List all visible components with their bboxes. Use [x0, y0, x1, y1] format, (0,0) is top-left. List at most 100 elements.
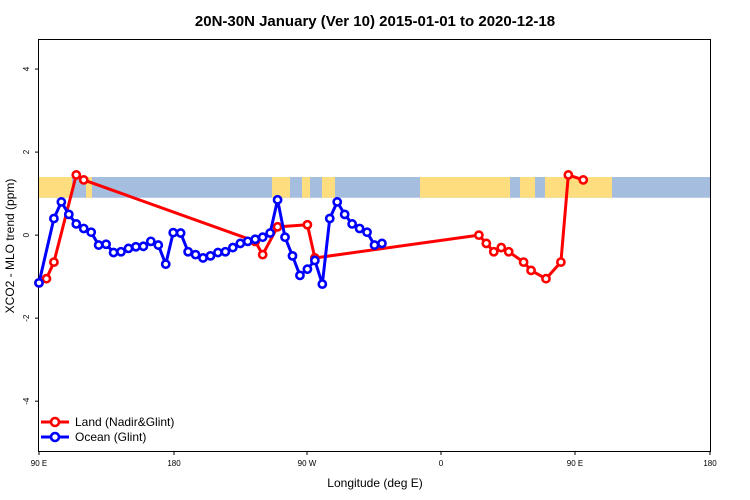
data-point	[198, 253, 208, 263]
data-point	[578, 175, 589, 185]
data-point	[481, 238, 492, 249]
data-point	[555, 257, 566, 268]
data-point	[280, 232, 290, 243]
data-point	[183, 246, 194, 257]
plot-frame	[38, 39, 711, 452]
x-tick-label: 180	[167, 459, 181, 468]
data-point	[309, 255, 320, 266]
data-point	[302, 219, 313, 230]
data-point	[116, 246, 126, 257]
data-point	[473, 230, 484, 241]
land-patch	[520, 177, 535, 198]
data-point	[49, 257, 59, 268]
legend-swatch-marker	[49, 431, 61, 443]
data-point	[250, 234, 261, 245]
data-point	[220, 246, 231, 257]
data-point	[153, 240, 164, 250]
legend-swatch-marker	[49, 416, 61, 428]
data-point	[354, 223, 365, 234]
land-patch	[322, 177, 335, 198]
y-tick-label: -4	[22, 397, 31, 405]
data-point	[41, 273, 52, 284]
data-point	[526, 265, 536, 276]
data-point	[145, 236, 156, 247]
x-tick-label: 0	[439, 459, 444, 468]
data-point	[71, 170, 82, 180]
series-ocean	[34, 194, 387, 290]
data-point	[78, 223, 89, 234]
land-patch	[420, 177, 510, 198]
data-point	[123, 243, 134, 254]
x-tick-label: 90 E	[567, 459, 583, 468]
land-patch	[86, 177, 92, 198]
data-point	[563, 170, 574, 180]
data-point	[160, 259, 171, 270]
data-point	[257, 232, 268, 243]
chart-title: 20N-30N January (Ver 10) 2015-01-01 to 2…	[195, 13, 555, 30]
x-axis: 90 E 180 90 W 0 90 E 180	[31, 451, 717, 468]
data-point	[302, 264, 313, 275]
data-point	[541, 273, 551, 284]
land-patch	[302, 177, 310, 198]
data-point	[369, 240, 380, 250]
data-point	[168, 227, 179, 238]
legend-entry-label: Land (Nadir&Glint)	[75, 415, 174, 429]
data-point	[227, 242, 238, 253]
y-axis: -4 -2 0 2 4	[22, 66, 39, 405]
data-point	[213, 247, 223, 258]
data-point	[71, 219, 82, 229]
data-point	[108, 247, 119, 258]
data-point	[377, 238, 387, 249]
data-point	[265, 228, 276, 238]
y-tick-label: 2	[22, 149, 31, 154]
legend-entry-label: Ocean (Glint)	[75, 430, 146, 444]
series-line	[37, 198, 383, 286]
x-axis-label: Longitude (deg E)	[327, 476, 422, 490]
data-point	[295, 270, 305, 281]
land-sea-band	[39, 177, 710, 198]
data-point	[93, 240, 104, 250]
data-point	[78, 175, 89, 185]
y-tick-label: -2	[22, 314, 31, 322]
y-tick-label: 0	[22, 232, 31, 237]
x-tick-label: 180	[703, 459, 717, 468]
data-point	[190, 249, 201, 260]
data-point	[324, 213, 335, 224]
data-point	[131, 241, 141, 252]
land-patch	[272, 177, 290, 198]
ocean-band	[39, 177, 710, 198]
data-point	[86, 227, 97, 238]
land-patch	[545, 177, 612, 198]
data-point	[205, 250, 216, 261]
x-tick-label: 90 E	[31, 459, 47, 468]
data-point	[257, 249, 268, 260]
series-layer	[34, 170, 589, 290]
land-patch	[39, 177, 72, 198]
data-point	[488, 246, 499, 257]
data-point	[242, 236, 253, 247]
x-tick-label: 90 W	[298, 459, 317, 468]
data-point	[175, 228, 186, 238]
data-point	[287, 250, 298, 261]
data-point	[518, 257, 529, 268]
data-point	[332, 197, 343, 207]
data-point	[34, 277, 44, 288]
data-point	[496, 242, 507, 253]
data-point	[235, 238, 246, 249]
data-point	[138, 241, 149, 252]
data-point	[362, 227, 372, 238]
data-point	[49, 213, 59, 224]
y-axis-label: XCO2 - MLO trend (ppm)	[3, 179, 17, 314]
data-point	[503, 246, 514, 257]
data-point	[101, 239, 111, 250]
y-tick-label: 4	[22, 66, 31, 71]
data-point	[339, 209, 350, 220]
data-point	[347, 219, 358, 229]
data-point	[56, 197, 67, 207]
data-point	[272, 221, 283, 232]
data-point	[63, 209, 74, 220]
data-point	[272, 194, 283, 205]
data-point	[317, 279, 328, 290]
legend: Land (Nadir&Glint)Ocean (Glint)	[41, 415, 174, 444]
